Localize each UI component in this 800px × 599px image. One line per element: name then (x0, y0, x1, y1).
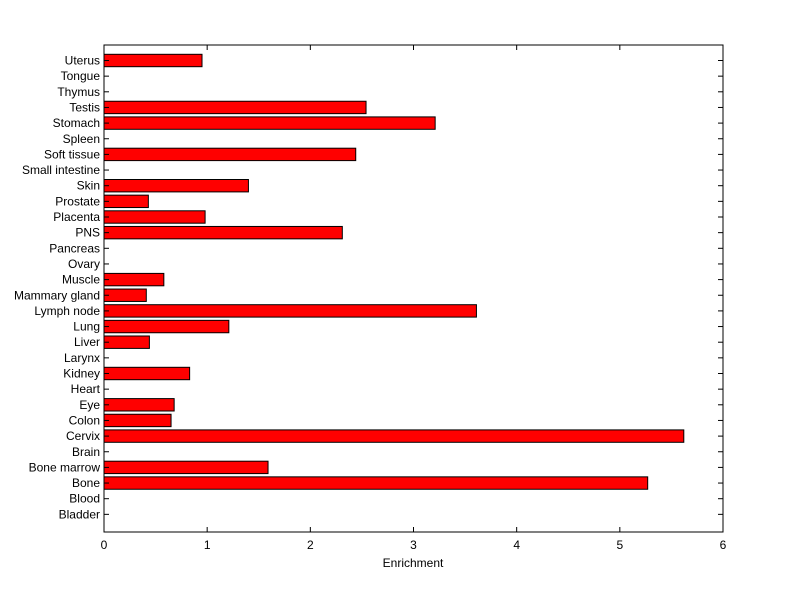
y-tick-label: Kidney (63, 367, 100, 381)
x-axis-label: Enrichment (383, 556, 444, 570)
bar-testis (103, 100, 367, 115)
bar-pns (103, 225, 343, 240)
x-ticks-group: 0 1 2 3 4 5 6 (101, 45, 727, 552)
y-tick-label: Muscle (62, 273, 100, 287)
bar-stomach (103, 116, 436, 130)
bar-liver (103, 335, 150, 349)
y-tick-label: Tongue (61, 69, 101, 83)
x-tick-label: 1 (204, 538, 211, 552)
y-tick-label: Uterus (65, 54, 100, 68)
bar-soft-tissue (103, 147, 357, 162)
y-tick-label: Colon (69, 413, 100, 427)
y-tick-label: Lung (73, 320, 100, 334)
y-tick-label: Skin (77, 179, 100, 193)
bar-kidney (103, 366, 191, 381)
y-tick-label: PNS (75, 226, 100, 240)
y-tick-label: Placenta (53, 210, 100, 224)
bar-bone-marrow (103, 460, 269, 475)
bar-muscle (103, 272, 165, 287)
y-tick-label: Spleen (63, 132, 100, 146)
bar-lung (103, 319, 230, 334)
bar-skin (103, 179, 249, 193)
y-tick-label: Brain (72, 445, 100, 459)
y-tick-label: Larynx (64, 351, 100, 365)
y-tick-label: Pancreas (49, 241, 100, 255)
y-tick-label: Cervix (66, 429, 100, 443)
bar-colon (103, 413, 172, 428)
bar-lymph-node (103, 304, 477, 318)
y-tick-label: Bladder (59, 507, 100, 521)
bar-uterus (103, 53, 203, 68)
y-tick-label: Soft tissue (44, 147, 100, 161)
y-tick-label: Prostate (55, 194, 100, 208)
bar-mammary-gland (103, 288, 147, 302)
y-tick-label: Liver (74, 335, 100, 349)
y-tick-label: Small intestine (22, 163, 100, 177)
y-tick-label: Mammary gland (14, 288, 100, 302)
bar-eye (103, 398, 175, 412)
x-tick-label: 6 (720, 538, 727, 552)
y-tick-label: Ovary (68, 257, 100, 271)
y-tick-label: Heart (71, 382, 101, 396)
y-tick-label: Eye (79, 398, 100, 412)
x-tick-label: 3 (410, 538, 417, 552)
bar-cervix (103, 429, 685, 443)
bar-bone (103, 476, 649, 490)
bars-group (103, 53, 685, 490)
x-tick-label: 4 (513, 538, 520, 552)
x-tick-label: 5 (616, 538, 623, 552)
y-tick-label: Bone (72, 476, 100, 490)
y-tick-label: Blood (69, 492, 100, 506)
y-tick-label: Testis (69, 100, 100, 114)
bar-placenta (103, 210, 206, 224)
y-tick-label: Thymus (57, 85, 100, 99)
y-tick-label: Lymph node (34, 304, 100, 318)
x-tick-label: 0 (101, 538, 108, 552)
x-tick-label: 2 (307, 538, 314, 552)
bar-prostate (103, 194, 149, 209)
y-tick-label: Stomach (53, 116, 100, 130)
y-tick-label: Bone marrow (29, 460, 101, 474)
